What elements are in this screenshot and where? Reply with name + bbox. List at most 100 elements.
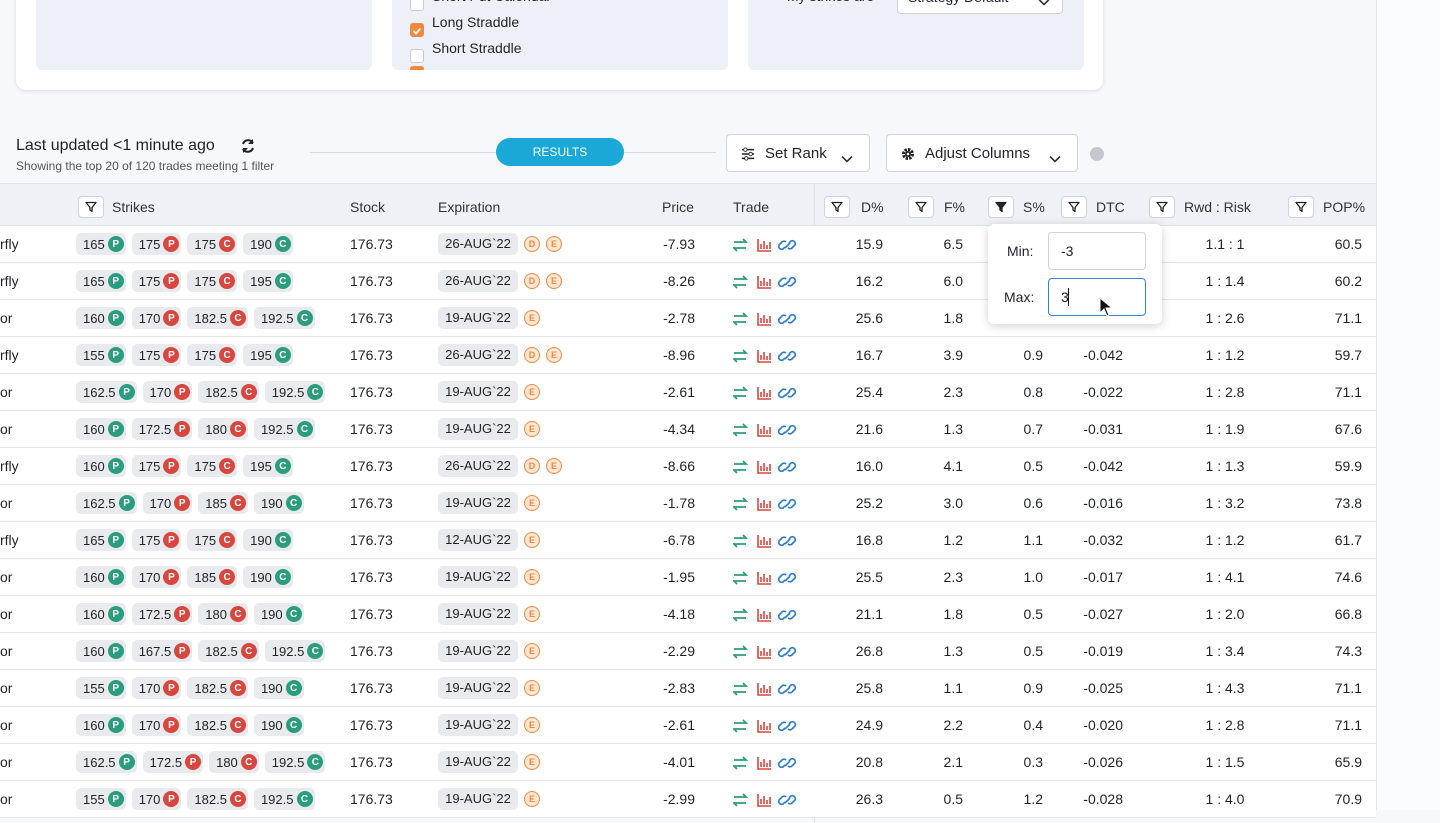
trade-icons[interactable] (731, 274, 803, 293)
trade-icons[interactable] (731, 792, 803, 811)
strategy-name: rfly (0, 347, 19, 363)
trade-icons[interactable] (731, 718, 803, 737)
option-type: P (107, 717, 124, 733)
trade-icons[interactable] (731, 496, 803, 515)
option-type: P (163, 458, 180, 474)
status-subtitle: Showing the top 20 of 120 trades meeting… (16, 159, 275, 173)
trade-icons[interactable] (731, 755, 803, 774)
option-type: C (285, 717, 302, 733)
toolbar-button[interactable]: Adjust Columns (886, 134, 1078, 172)
d-pct: 25.2 (855, 495, 883, 511)
reward-risk: 1 : 2.8 (1205, 717, 1245, 733)
checkbox[interactable] (410, 49, 424, 63)
option-type: C (240, 643, 257, 659)
stock: 176.73 (350, 643, 393, 659)
f-pct: 2.3 (943, 569, 963, 585)
option-type: C (285, 606, 302, 622)
price: -6.78 (663, 532, 695, 548)
d-pct: 26.8 (855, 643, 883, 659)
reward-risk: 1 : 3.4 (1205, 643, 1245, 659)
strike-pill: 190 C (243, 529, 293, 551)
option-type: P (163, 347, 180, 363)
strike-pill: 190 C (253, 492, 304, 514)
checkbox[interactable] (410, 23, 424, 37)
strike: 160 (83, 310, 105, 326)
f-pct: 3.0 (943, 495, 963, 511)
strikes: 155 P 170 P 182.5 C 192.5 C (76, 788, 315, 810)
price: -4.18 (663, 606, 695, 622)
option-type: C (219, 273, 236, 289)
f-pct: 0.5 (943, 791, 963, 807)
trade-icons[interactable] (731, 570, 803, 589)
strike-pill: 175 P (131, 344, 182, 366)
stock: 176.73 (350, 569, 393, 585)
filter-button[interactable] (1061, 196, 1087, 218)
option-type: C (240, 384, 257, 400)
trade-icons[interactable] (731, 422, 803, 441)
d-pct: 16.0 (855, 458, 883, 474)
option-type: P (107, 458, 124, 474)
strike-pill: 182.5 C (198, 640, 259, 662)
reward-risk: 1 : 4.0 (1205, 791, 1245, 807)
trade-icons[interactable] (731, 237, 803, 256)
strike: 192.5 (260, 421, 294, 437)
strike-pill: 160 P (76, 307, 126, 329)
strategy-name: rfly (0, 532, 19, 548)
f-pct: 2.2 (943, 717, 963, 733)
event-badge: E (524, 421, 540, 437)
event-badge: E (524, 643, 540, 659)
trade-icons[interactable] (731, 644, 803, 663)
strike: 175 (138, 532, 161, 548)
reward-risk: 1 : 2.0 (1205, 606, 1245, 622)
strike-select[interactable]: Strategy Default (897, 0, 1063, 14)
filter-button[interactable] (908, 196, 934, 218)
trade-icons[interactable] (731, 311, 803, 330)
s-pct: 1.0 (1023, 569, 1043, 585)
filter-button[interactable] (988, 196, 1014, 218)
strike-pill: 182.5 C (187, 714, 248, 736)
option-type: P (107, 421, 124, 437)
strike-pill: 175 C (187, 344, 238, 366)
strike-pill: 172.5 P (131, 418, 193, 440)
strike: 160 (83, 717, 105, 733)
option-type: P (163, 236, 180, 252)
max-input[interactable]: 3 (1048, 278, 1146, 316)
trade-icons[interactable] (731, 459, 803, 478)
d-pct: 25.8 (855, 680, 883, 696)
checkbox[interactable] (410, 66, 424, 70)
strike-pill: 182.5 C (187, 788, 248, 810)
price: -8.26 (663, 273, 695, 289)
pop-pct: 71.1 (1334, 717, 1362, 733)
trade-icons[interactable] (731, 681, 803, 700)
filter-button[interactable] (78, 196, 104, 218)
reward-risk: 1 : 1.3 (1205, 458, 1245, 474)
trade-icons[interactable] (731, 385, 803, 404)
filter-button[interactable] (1288, 196, 1314, 218)
min-input[interactable]: -3 (1048, 232, 1146, 270)
toolbar-button[interactable]: Set Rank (726, 134, 870, 172)
strike: 170 (149, 495, 172, 511)
d-pct: 21.6 (855, 421, 883, 437)
stock: 176.73 (350, 717, 393, 733)
stock: 176.73 (350, 532, 393, 548)
refresh-icon[interactable] (240, 138, 256, 157)
strike: 190 (260, 717, 283, 733)
dtc: -0.019 (1083, 643, 1123, 659)
filter-button[interactable] (1149, 196, 1175, 218)
filter-popup: Min: -3 Max: 3 (988, 224, 1162, 324)
pop-pct: 71.1 (1334, 384, 1362, 400)
strike-pill: 182.5 C (187, 677, 248, 699)
help-icon[interactable] (1090, 147, 1104, 161)
checkbox[interactable] (410, 0, 424, 11)
strike: 162.5 (83, 384, 116, 400)
trade-icons[interactable] (731, 348, 803, 367)
f-pct: 6.5 (943, 236, 963, 252)
option-type: P (107, 532, 124, 548)
dtc: -0.026 (1083, 754, 1123, 770)
trade-icons[interactable] (731, 607, 803, 626)
trade-icons[interactable] (731, 533, 803, 552)
option-type: P (118, 495, 135, 511)
filter-button[interactable] (824, 196, 850, 218)
dtc: -0.042 (1083, 347, 1123, 363)
strike: 167.5 (138, 643, 172, 659)
